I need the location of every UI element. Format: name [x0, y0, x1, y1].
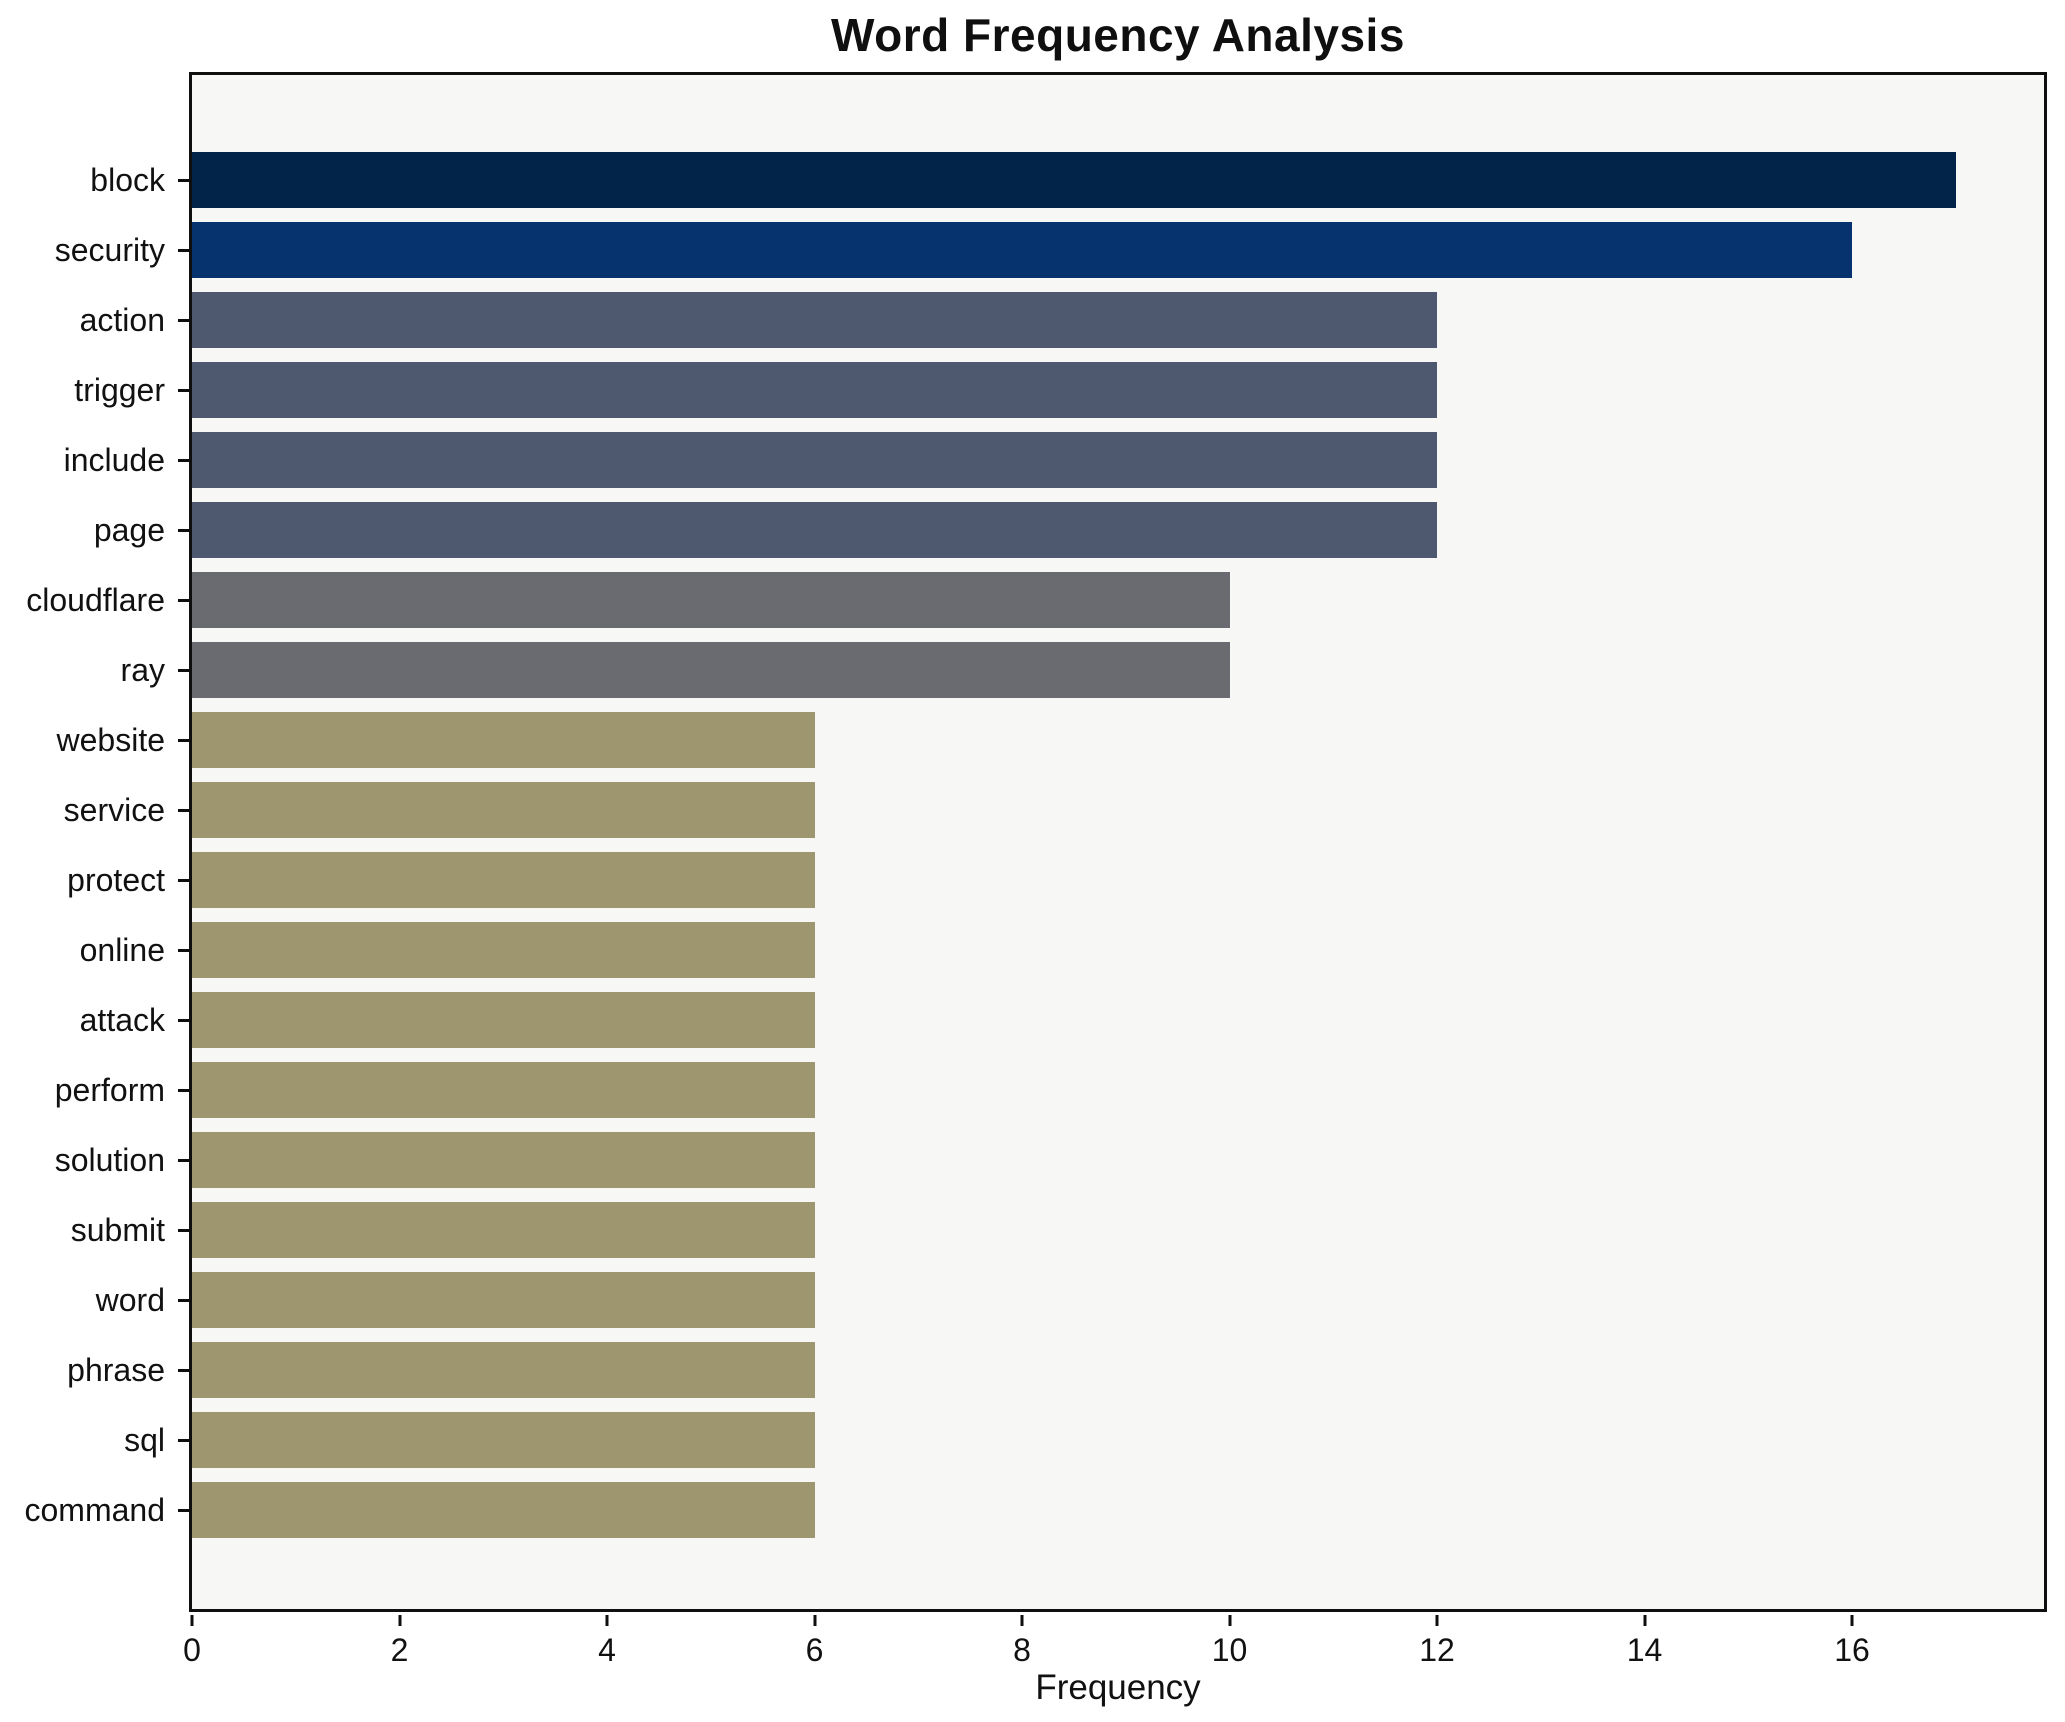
- bar-word: [192, 1272, 815, 1328]
- x-tick-mark: [1020, 1615, 1024, 1626]
- y-tick-label-website: website: [56, 722, 166, 758]
- bar-security: [192, 222, 1853, 278]
- y-tick-label-perform: perform: [54, 1072, 165, 1108]
- y-tick-mark: [178, 878, 189, 882]
- y-tick-label-phrase: phrase: [67, 1352, 165, 1388]
- x-tick-label-2: 2: [390, 1632, 409, 1668]
- bar-command: [192, 1482, 815, 1538]
- y-axis: block security action trigger include page clo…: [0, 72, 189, 1612]
- y-tick-label-action: action: [79, 302, 165, 338]
- x-tick-label-0: 0: [183, 1632, 201, 1668]
- bar-action: [192, 292, 1438, 348]
- plot-area: [189, 72, 2047, 1612]
- y-tick-label-submit: submit: [70, 1212, 165, 1248]
- y-tick-mark: [178, 1088, 189, 1092]
- x-tick-mark: [1850, 1615, 1854, 1626]
- bar-ray: [192, 642, 1230, 698]
- y-tick-mark: [178, 1368, 189, 1372]
- bar-online: [192, 922, 815, 978]
- bar-phrase: [192, 1342, 815, 1398]
- x-tick-label-6: 6: [805, 1632, 824, 1668]
- bar-perform: [192, 1062, 815, 1118]
- y-tick-mark: [178, 318, 189, 322]
- y-tick-mark: [178, 738, 189, 742]
- y-tick-label-block: block: [90, 162, 165, 198]
- bar-trigger: [192, 362, 1438, 418]
- y-tick-mark: [178, 668, 189, 672]
- y-tick-label-online: online: [79, 932, 165, 968]
- bar-solution: [192, 1132, 815, 1188]
- x-tick-label-4: 4: [598, 1632, 616, 1668]
- bar-submit: [192, 1202, 815, 1258]
- y-tick-mark: [178, 1298, 189, 1302]
- x-tick-mark: [398, 1615, 401, 1626]
- x-axis: 0 2 4 6 8 10 12 14 16: [183, 1612, 2047, 1722]
- y-tick-label-solution: solution: [54, 1142, 165, 1178]
- x-tick-mark: [1643, 1615, 1647, 1626]
- y-tick-mark: [178, 1228, 189, 1232]
- bar-page: [192, 502, 1438, 558]
- x-tick-mark: [190, 1615, 194, 1626]
- x-tick-label-14: 14: [1626, 1632, 1663, 1668]
- y-tick-label-sql: sql: [124, 1422, 165, 1458]
- bars-layer: [192, 75, 2044, 1609]
- x-tick-label-12: 12: [1419, 1632, 1455, 1668]
- y-tick-label-trigger: trigger: [74, 372, 165, 408]
- y-tick-mark: [178, 458, 189, 462]
- y-tick-mark: [178, 178, 189, 182]
- bar-include: [192, 432, 1438, 488]
- y-tick-mark: [178, 1508, 189, 1512]
- bar-website: [192, 712, 815, 768]
- bar-protect: [192, 852, 815, 908]
- y-tick-label-service: service: [63, 792, 165, 828]
- y-tick-label-command: command: [24, 1492, 166, 1528]
- x-tick-mark: [1435, 1615, 1439, 1626]
- x-tick-mark: [605, 1615, 609, 1626]
- bar-sql: [192, 1412, 815, 1468]
- y-tick-label-page: page: [93, 512, 165, 548]
- y-tick-label-ray: ray: [120, 652, 165, 688]
- y-tick-mark: [178, 528, 189, 532]
- y-tick-mark: [178, 388, 189, 392]
- y-tick-label-protect: protect: [67, 862, 165, 898]
- x-tick-mark: [1228, 1615, 1232, 1626]
- y-tick-label-include: include: [63, 442, 165, 478]
- bar-block: [192, 152, 1956, 208]
- y-tick-mark: [178, 248, 189, 252]
- y-tick-label-cloudflare: cloudflare: [26, 582, 165, 618]
- y-tick-mark: [178, 948, 189, 952]
- bar-attack: [192, 992, 815, 1048]
- x-tick-label-8: 8: [1013, 1632, 1031, 1668]
- x-tick-label-10: 10: [1211, 1632, 1248, 1668]
- y-tick-mark: [178, 1018, 189, 1022]
- x-tick-mark: [813, 1615, 817, 1626]
- x-axis-title: Frequency: [1035, 1668, 1201, 1707]
- y-tick-label-word: word: [95, 1282, 165, 1318]
- x-tick-label-16: 16: [1834, 1632, 1870, 1668]
- y-tick-label-security: security: [54, 232, 165, 268]
- y-tick-mark: [178, 808, 189, 812]
- y-tick-mark: [178, 1438, 189, 1442]
- bar-service: [192, 782, 815, 838]
- y-tick-mark: [178, 598, 189, 602]
- chart-title: Word Frequency Analysis: [831, 9, 1405, 61]
- bar-cloudflare: [192, 572, 1230, 628]
- y-tick-mark: [178, 1158, 189, 1162]
- y-tick-label-attack: attack: [79, 1002, 165, 1038]
